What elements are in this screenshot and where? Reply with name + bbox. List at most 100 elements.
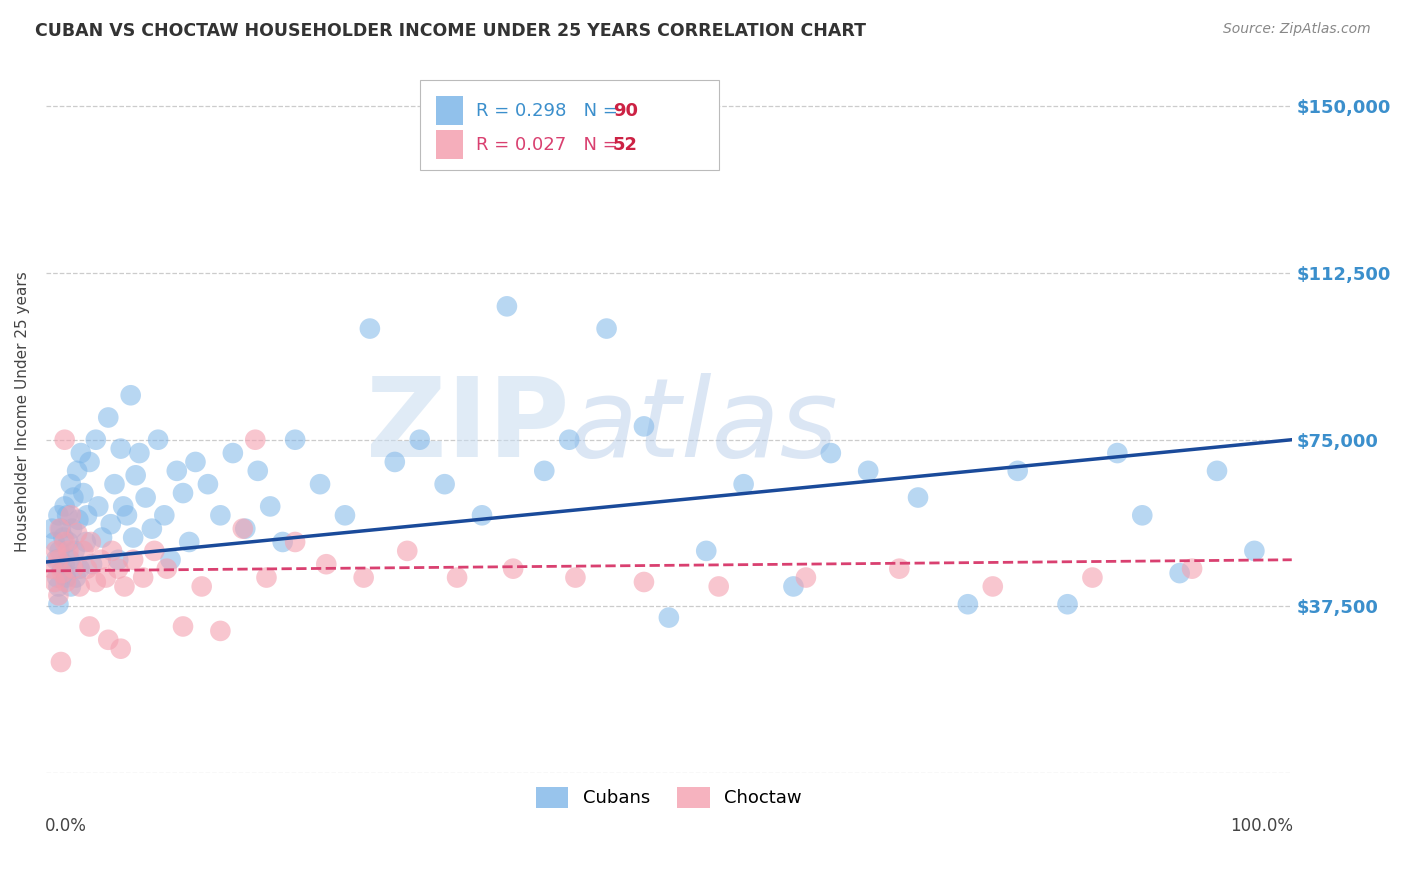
Text: R = 0.298   N =: R = 0.298 N = <box>475 102 623 120</box>
Point <box>48 544 70 558</box>
Point <box>190 579 212 593</box>
Point <box>782 579 804 593</box>
Point <box>733 477 755 491</box>
FancyBboxPatch shape <box>436 96 464 125</box>
Point <box>84 433 107 447</box>
FancyBboxPatch shape <box>436 130 464 159</box>
Text: Source: ZipAtlas.com: Source: ZipAtlas.com <box>1223 22 1371 37</box>
Point <box>122 531 145 545</box>
Point <box>55 570 77 584</box>
Point <box>59 579 82 593</box>
Point <box>359 321 381 335</box>
Point <box>1206 464 1229 478</box>
Point <box>66 464 89 478</box>
Point <box>222 446 245 460</box>
Point <box>114 579 136 593</box>
Point <box>49 655 72 669</box>
Point <box>115 508 138 523</box>
Text: 0.0%: 0.0% <box>45 816 87 835</box>
Point <box>80 558 103 572</box>
Point <box>471 508 494 523</box>
Point <box>84 574 107 589</box>
Point <box>558 433 581 447</box>
Point <box>55 574 77 589</box>
Point <box>107 553 129 567</box>
Point <box>56 508 79 523</box>
Point <box>48 522 70 536</box>
Point <box>284 535 307 549</box>
Point <box>309 477 332 491</box>
Point <box>1107 446 1129 460</box>
Point <box>1181 562 1204 576</box>
Y-axis label: Householder Income Under 25 years: Householder Income Under 25 years <box>15 271 30 552</box>
Point <box>100 517 122 532</box>
Point <box>246 464 269 478</box>
Point <box>446 570 468 584</box>
Text: R = 0.027   N =: R = 0.027 N = <box>475 136 623 153</box>
Point <box>179 535 201 549</box>
Point <box>1130 508 1153 523</box>
Point <box>51 562 73 576</box>
Point <box>496 299 519 313</box>
Point <box>94 570 117 584</box>
Point <box>70 446 93 460</box>
Point <box>658 610 681 624</box>
Point <box>103 477 125 491</box>
Point <box>353 570 375 584</box>
FancyBboxPatch shape <box>420 79 718 169</box>
Point <box>533 464 555 478</box>
Point <box>135 491 157 505</box>
Point <box>396 544 419 558</box>
Point <box>59 508 82 523</box>
Point <box>132 570 155 584</box>
Point <box>79 455 101 469</box>
Point <box>409 433 432 447</box>
Point <box>707 579 730 593</box>
Point <box>90 553 112 567</box>
Point <box>110 442 132 456</box>
Point <box>41 522 63 536</box>
Point <box>172 486 194 500</box>
Point <box>1056 597 1078 611</box>
Point <box>141 522 163 536</box>
Point <box>315 558 337 572</box>
Point <box>59 553 82 567</box>
Point <box>794 570 817 584</box>
Point <box>97 632 120 647</box>
Point <box>45 553 67 567</box>
Point <box>87 500 110 514</box>
Text: atlas: atlas <box>569 373 838 480</box>
Point <box>197 477 219 491</box>
Point <box>69 562 91 576</box>
Point <box>101 544 124 558</box>
Point <box>48 553 70 567</box>
Point <box>53 433 76 447</box>
Point <box>66 526 89 541</box>
Point <box>110 641 132 656</box>
Point <box>59 477 82 491</box>
Point <box>907 491 929 505</box>
Point <box>48 508 70 523</box>
Point <box>209 624 232 638</box>
Point <box>41 562 63 576</box>
Point <box>633 574 655 589</box>
Point <box>1007 464 1029 478</box>
Point <box>44 535 66 549</box>
Point <box>52 531 75 545</box>
Point <box>856 464 879 478</box>
Point <box>233 522 256 536</box>
Point <box>820 446 842 460</box>
Point <box>48 588 70 602</box>
Point <box>889 562 911 576</box>
Point <box>271 535 294 549</box>
Point <box>45 544 67 558</box>
Point <box>1243 544 1265 558</box>
Point <box>146 433 169 447</box>
Point <box>433 477 456 491</box>
Point <box>184 455 207 469</box>
Text: 100.0%: 100.0% <box>1230 816 1294 835</box>
Text: 52: 52 <box>613 136 638 153</box>
Text: 90: 90 <box>613 102 638 120</box>
Point <box>62 491 84 505</box>
Point <box>91 531 114 545</box>
